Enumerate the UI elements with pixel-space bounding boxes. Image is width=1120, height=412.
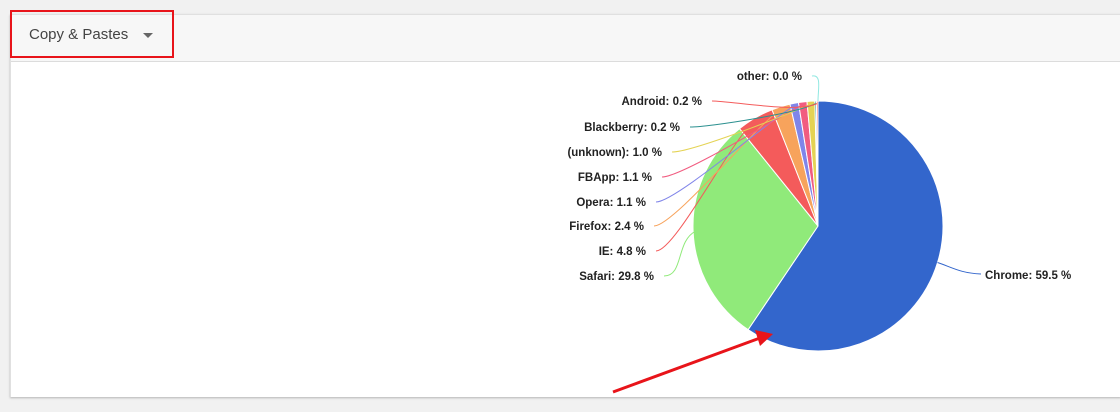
data-label: (unknown): 1.0 % [567,147,662,159]
label-connector [653,108,782,227]
chevron-down-icon [143,33,153,38]
label-connector [663,230,696,277]
metric-dropdown-label: Copy & Pastes [29,26,129,43]
pie-slice-chrome[interactable] [747,100,944,352]
data-label: other: 0.0 % [737,71,802,83]
annotation-arrow-shaft [612,336,761,394]
label-connector [661,103,804,178]
data-label: Safari: 29.8 % [579,271,654,283]
label-connector [711,100,818,108]
label-connector [689,103,816,128]
data-label: Android: 0.2 % [621,96,702,108]
annotation-arrow-head [755,330,773,346]
pie-slice-safari[interactable] [692,127,819,331]
card-header [11,15,1120,62]
metric-dropdown[interactable]: Copy & Pastes [10,10,174,58]
data-label: Blackberry: 0.2 % [584,122,680,134]
data-label: Firefox: 2.4 % [569,221,644,233]
data-label: IE: 4.8 % [599,246,646,258]
label-connector [655,119,757,252]
label-connector [937,262,982,275]
label-connector [811,75,820,102]
data-label: Opera: 1.1 % [576,197,646,209]
data-label: Chrome: 59.5 % [985,270,1071,282]
data-label: FBApp: 1.1 % [578,172,652,184]
